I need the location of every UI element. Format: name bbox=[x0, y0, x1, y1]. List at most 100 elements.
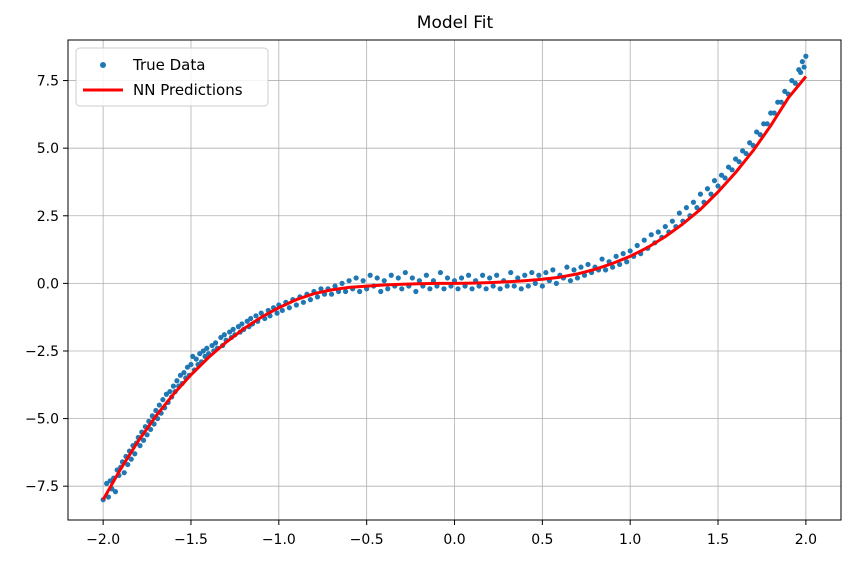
data-point bbox=[105, 494, 112, 500]
data-point bbox=[156, 402, 162, 408]
y-tick-label: −7.5 bbox=[25, 479, 59, 495]
chart-title: Model Fit bbox=[417, 13, 494, 33]
data-point bbox=[160, 397, 166, 403]
data-point bbox=[718, 172, 725, 178]
data-point bbox=[239, 321, 245, 327]
data-point bbox=[571, 267, 577, 273]
data-point bbox=[174, 378, 180, 384]
data-point bbox=[128, 456, 134, 462]
data-point bbox=[455, 286, 461, 292]
nn-predictions-series bbox=[101, 75, 808, 501]
legend-box bbox=[75, 47, 269, 107]
legend-true-data-marker bbox=[100, 62, 106, 68]
data-point bbox=[641, 237, 647, 243]
data-point bbox=[253, 313, 259, 319]
data-point bbox=[197, 351, 203, 357]
data-point bbox=[346, 278, 352, 284]
data-point bbox=[167, 388, 173, 395]
data-point bbox=[332, 283, 338, 289]
data-point bbox=[465, 272, 472, 278]
data-point bbox=[797, 69, 804, 76]
y-axis: −7.5 −5.0 −2.5 0.0 2.5 5.0 7.5 bbox=[25, 74, 68, 495]
legend-true-data-label: True Data bbox=[132, 56, 205, 74]
data-point bbox=[258, 310, 264, 316]
data-point bbox=[543, 269, 549, 276]
data-point bbox=[140, 437, 147, 443]
x-tick-label: −0.5 bbox=[350, 532, 384, 548]
data-point bbox=[511, 283, 517, 289]
data-point bbox=[104, 480, 110, 487]
data-point bbox=[112, 489, 119, 495]
data-point bbox=[181, 370, 187, 376]
prediction-line bbox=[101, 75, 808, 501]
x-tick-label: 0.0 bbox=[443, 532, 465, 548]
data-point bbox=[792, 80, 798, 86]
data-point bbox=[476, 283, 482, 289]
data-point bbox=[634, 242, 640, 249]
data-point bbox=[399, 286, 405, 292]
data-point bbox=[221, 332, 227, 338]
data-point bbox=[212, 340, 219, 346]
data-point bbox=[279, 307, 285, 314]
data-point bbox=[328, 291, 335, 297]
y-tick-label: 2.5 bbox=[37, 209, 59, 225]
data-point bbox=[314, 294, 321, 300]
data-point bbox=[388, 272, 394, 278]
data-point bbox=[218, 334, 224, 341]
grid bbox=[68, 40, 841, 520]
data-point bbox=[462, 283, 468, 289]
data-point bbox=[578, 264, 584, 270]
data-point bbox=[729, 167, 735, 173]
data-point bbox=[230, 326, 236, 332]
data-point bbox=[564, 264, 570, 270]
data-point bbox=[342, 288, 349, 295]
x-tick-label: 0.5 bbox=[531, 532, 553, 548]
data-point bbox=[378, 288, 384, 295]
data-point bbox=[274, 310, 280, 316]
data-point bbox=[722, 175, 728, 181]
data-point bbox=[529, 269, 535, 276]
data-point bbox=[184, 364, 191, 370]
data-point bbox=[487, 275, 493, 281]
data-point bbox=[747, 140, 753, 146]
data-point bbox=[662, 223, 668, 230]
data-point bbox=[610, 264, 616, 270]
data-point bbox=[683, 205, 690, 211]
x-tick-label: −2.0 bbox=[86, 532, 120, 548]
data-point bbox=[648, 232, 654, 238]
data-point bbox=[704, 186, 711, 192]
data-point bbox=[669, 218, 675, 224]
data-point bbox=[743, 150, 749, 157]
data-point bbox=[483, 286, 489, 292]
data-point bbox=[585, 261, 591, 268]
data-point bbox=[235, 324, 242, 330]
data-point bbox=[515, 275, 521, 281]
data-point bbox=[137, 443, 143, 449]
data-point bbox=[764, 121, 770, 127]
data-point bbox=[522, 272, 528, 278]
data-point bbox=[754, 129, 760, 135]
data-point bbox=[508, 269, 514, 276]
data-point bbox=[318, 286, 324, 292]
data-point bbox=[708, 191, 714, 197]
data-point bbox=[190, 353, 196, 359]
data-point bbox=[402, 269, 408, 276]
data-point bbox=[427, 286, 433, 292]
data-point bbox=[293, 302, 299, 308]
data-point bbox=[574, 275, 581, 281]
data-point bbox=[480, 272, 486, 278]
data-point bbox=[121, 470, 127, 476]
data-point bbox=[395, 275, 401, 281]
data-point bbox=[409, 275, 415, 281]
data-point bbox=[286, 305, 292, 311]
data-point bbox=[248, 315, 254, 322]
data-point bbox=[307, 297, 314, 303]
data-point bbox=[490, 283, 496, 289]
data-point bbox=[613, 253, 619, 259]
data-point bbox=[413, 288, 419, 295]
data-point bbox=[539, 283, 545, 289]
data-point bbox=[444, 275, 451, 281]
x-tick-label: −1.0 bbox=[262, 532, 296, 548]
data-point bbox=[300, 299, 307, 305]
